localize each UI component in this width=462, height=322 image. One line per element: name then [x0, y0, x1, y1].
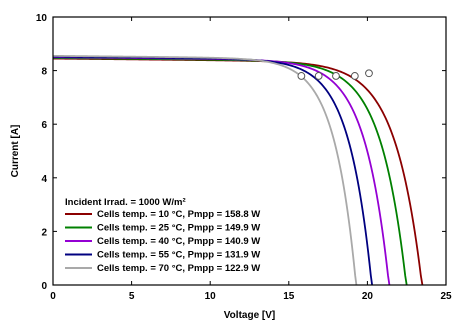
x-tick-label: 25	[440, 291, 452, 302]
x-axis-ticks: 0 5 10 15 20 25	[50, 17, 452, 302]
mpp-marker-2	[350, 72, 359, 80]
mpp-marker-4	[314, 72, 323, 80]
x-axis-label: Voltage [V]	[224, 310, 275, 321]
legend-label-5: Cells temp. = 70 °C, Pmpp = 122.9 W	[97, 263, 260, 274]
legend-title: Incident Irrad. = 1000 W/m²	[65, 197, 186, 208]
series-layer	[53, 54, 424, 285]
x-tick-label: 5	[129, 291, 135, 302]
legend-label-3: Cells temp. = 40 °C, Pmpp = 140.9 W	[97, 236, 260, 247]
y-tick-label: 10	[36, 13, 48, 24]
iv-curve-series-5	[53, 54, 358, 285]
legend: Incident Irrad. = 1000 W/m² Cells temp. …	[65, 197, 260, 274]
y-tick-label: 8	[41, 67, 47, 78]
legend-label-2: Cells temp. = 25 °C, Pmpp = 149.9 W	[97, 223, 260, 234]
mpp-marker-3	[332, 72, 340, 80]
mpp-marker-1	[365, 69, 373, 78]
x-tick-label: 0	[50, 291, 56, 302]
y-tick-label: 6	[41, 120, 47, 131]
y-tick-label: 4	[41, 174, 47, 185]
mpp-marker-layer	[297, 69, 373, 80]
y-tick-label: 0	[41, 281, 47, 292]
y-tick-label: 2	[41, 227, 47, 238]
legend-label-1: Cells temp. = 10 °C, Pmpp = 158.8 W	[97, 209, 260, 220]
legend-label-4: Cells temp. = 55 °C, Pmpp = 131.9 W	[97, 250, 260, 261]
x-tick-label: 15	[283, 291, 295, 302]
mpp-marker-5	[297, 72, 306, 80]
plot-frame	[52, 16, 447, 286]
x-tick-label: 20	[362, 291, 374, 302]
y-axis-ticks: 0 2 4 6 8 10	[36, 13, 446, 292]
x-tick-label: 10	[205, 291, 217, 302]
y-axis-label: Current [A]	[10, 125, 21, 178]
